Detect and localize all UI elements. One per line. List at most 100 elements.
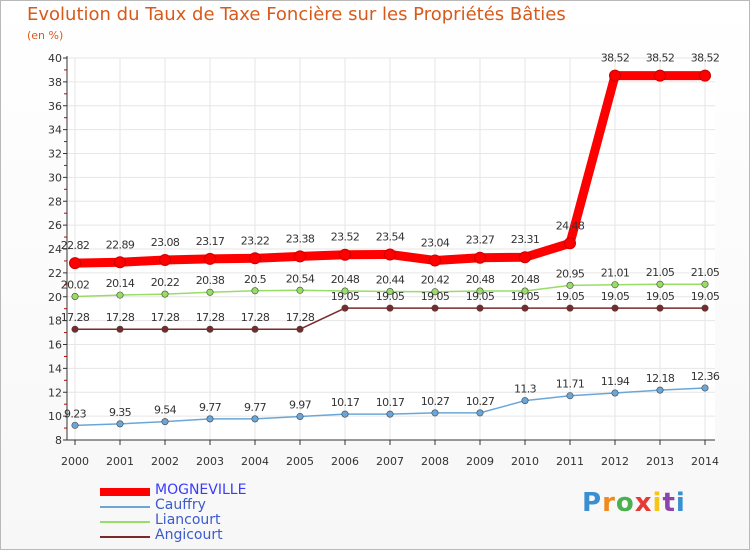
- x-tick-label: 2003: [196, 455, 224, 468]
- x-tick-label: 2006: [331, 455, 359, 468]
- logo-letter: P: [582, 488, 603, 518]
- legend-swatch: [100, 488, 150, 496]
- data-label: 20.42: [421, 274, 450, 287]
- data-point: [71, 325, 79, 333]
- data-point: [296, 412, 304, 420]
- data-label: 9.77: [244, 401, 267, 414]
- y-tick-label: 20: [48, 291, 62, 304]
- data-point: [161, 325, 169, 333]
- legend-swatch: [100, 506, 150, 508]
- data-point: [521, 304, 529, 312]
- y-tick-label: 14: [48, 362, 62, 375]
- legend-swatch: [100, 521, 150, 523]
- data-label: 20.5: [244, 273, 267, 286]
- data-label: 19.05: [466, 290, 495, 303]
- proxiti-logo: Proxiti: [582, 488, 686, 518]
- data-point: [69, 257, 81, 270]
- data-point: [699, 69, 711, 82]
- data-point: [611, 389, 619, 397]
- data-label: 17.28: [286, 311, 315, 324]
- data-label: 9.97: [289, 398, 312, 411]
- data-label: 38.52: [691, 52, 720, 65]
- data-label: 17.28: [106, 311, 135, 324]
- x-tick-label: 2001: [106, 455, 134, 468]
- data-point: [431, 409, 439, 417]
- data-point: [204, 252, 216, 265]
- logo-letter: o: [615, 488, 635, 518]
- data-label: 20.38: [196, 274, 225, 287]
- data-point: [701, 280, 709, 288]
- data-label: 10.17: [331, 396, 360, 409]
- data-point: [654, 69, 666, 82]
- data-point: [249, 252, 261, 265]
- data-label: 12.18: [646, 372, 675, 385]
- data-label: 17.28: [151, 311, 180, 324]
- x-tick-label: 2014: [691, 455, 719, 468]
- data-label: 20.48: [331, 273, 360, 286]
- data-point: [296, 286, 304, 294]
- data-label: 23.38: [286, 232, 315, 245]
- data-point: [116, 325, 124, 333]
- legend-swatch: [100, 536, 150, 538]
- data-label: 9.23: [64, 407, 87, 420]
- data-point: [611, 304, 619, 312]
- data-label: 22.89: [106, 238, 135, 251]
- data-point: [609, 69, 621, 82]
- data-label: 19.05: [556, 290, 585, 303]
- legend-label: Angicourt: [155, 527, 223, 543]
- data-label: 19.05: [376, 290, 405, 303]
- data-point: [386, 287, 394, 295]
- data-label: 19.05: [691, 290, 720, 303]
- x-tick-label: 2009: [466, 455, 494, 468]
- y-tick-label: 34: [48, 124, 62, 137]
- data-label: 17.28: [241, 311, 270, 324]
- data-point: [296, 325, 304, 333]
- y-tick-label: 28: [48, 195, 62, 208]
- data-point: [251, 325, 259, 333]
- data-point: [341, 287, 349, 295]
- x-tick-label: 2000: [61, 455, 89, 468]
- logo-letter: x: [634, 488, 653, 518]
- data-label: 9.35: [109, 406, 132, 419]
- data-point: [566, 304, 574, 312]
- data-label: 23.31: [511, 233, 540, 246]
- data-point: [251, 415, 259, 423]
- data-label: 17.28: [61, 311, 90, 324]
- data-label: 38.52: [601, 52, 630, 65]
- data-point: [159, 253, 171, 266]
- data-label: 19.05: [511, 290, 540, 303]
- data-label: 23.52: [331, 231, 360, 244]
- data-label: 10.17: [376, 396, 405, 409]
- data-label: 38.52: [646, 52, 675, 65]
- data-label: 23.54: [376, 230, 405, 243]
- y-tick-label: 8: [55, 434, 62, 447]
- x-tick-label: 2013: [646, 455, 674, 468]
- x-tick-label: 2012: [601, 455, 629, 468]
- data-point: [431, 288, 439, 296]
- data-label: 20.14: [106, 277, 135, 290]
- data-label: 11.71: [556, 378, 585, 391]
- data-label: 23.22: [241, 234, 270, 247]
- data-label: 23.08: [151, 236, 180, 249]
- data-label: 24.48: [556, 219, 585, 232]
- data-label: 21.01: [601, 267, 630, 280]
- legend-label: Cauffry: [155, 497, 206, 513]
- data-label: 19.05: [331, 290, 360, 303]
- data-point: [341, 410, 349, 418]
- data-point: [656, 386, 664, 394]
- x-tick-label: 2008: [421, 455, 449, 468]
- data-label: 20.48: [466, 273, 495, 286]
- data-point: [474, 251, 486, 264]
- data-point: [206, 415, 214, 423]
- data-point: [116, 420, 124, 428]
- data-label: 17.28: [196, 311, 225, 324]
- y-tick-label: 40: [48, 52, 62, 65]
- data-label: 20.44: [376, 273, 405, 286]
- x-tick-label: 2011: [556, 455, 584, 468]
- data-label: 11.94: [601, 375, 630, 388]
- data-label: 20.48: [511, 273, 540, 286]
- chart-title: Evolution du Taux de Taxe Foncière sur l…: [27, 4, 566, 25]
- data-label: 10.27: [421, 395, 450, 408]
- data-point: [341, 304, 349, 312]
